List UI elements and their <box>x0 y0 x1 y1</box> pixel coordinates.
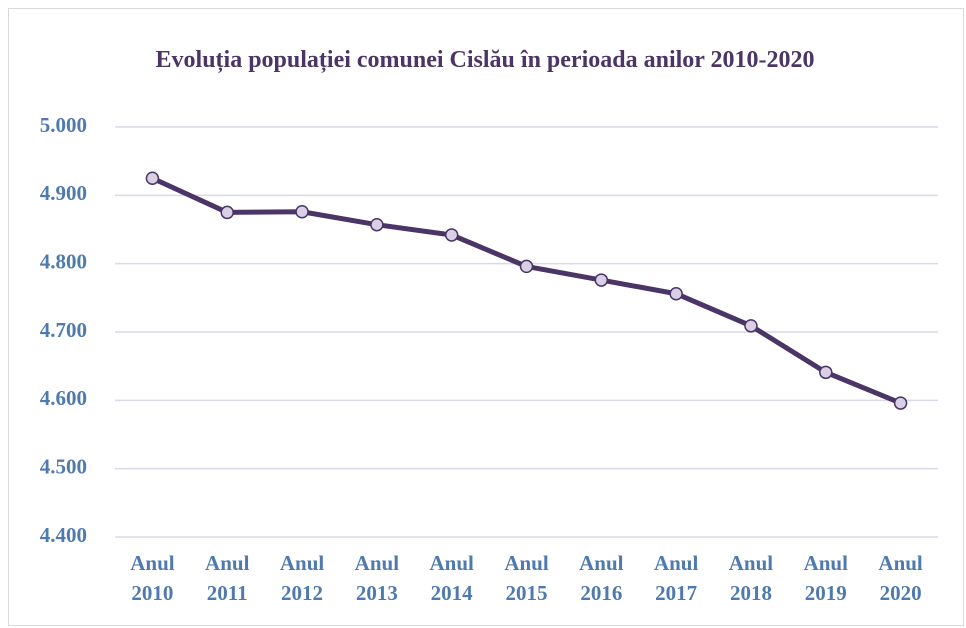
x-tick-label: Anul 2011 <box>205 551 250 605</box>
y-tick-label: 4.900 <box>40 181 87 205</box>
x-tick-label: Anul 2015 <box>504 551 549 605</box>
x-tick-label: Anul 2012 <box>280 551 325 605</box>
data-point <box>370 217 384 232</box>
data-point <box>519 259 534 274</box>
x-tick-label: Anul 2017 <box>654 551 699 605</box>
y-tick-label: 4.800 <box>40 249 87 273</box>
data-point <box>145 171 160 185</box>
x-tick-label: Anul 2018 <box>729 551 774 605</box>
y-tick-label: 4.500 <box>40 454 87 478</box>
data-point <box>444 228 459 242</box>
x-tick-label: Anul 2010 <box>130 551 175 605</box>
series-line <box>151 175 902 406</box>
x-tick-label: Anul 2020 <box>878 551 923 605</box>
data-point <box>893 396 908 410</box>
chart-title: Evoluția populației comunei Cislău în pe… <box>155 47 815 73</box>
data-point <box>295 204 309 219</box>
data-point <box>744 319 758 333</box>
x-tick-label: Anul 2013 <box>355 551 400 605</box>
x-tick-label: Anul 2019 <box>804 551 849 605</box>
y-tick-label: 4.600 <box>40 386 87 410</box>
data-point <box>669 286 683 301</box>
data-point <box>819 365 833 380</box>
x-tick-label: Anul 2016 <box>579 551 624 605</box>
y-tick-label: 4.400 <box>40 523 87 547</box>
y-tick-label: 4.700 <box>40 318 87 342</box>
x-tick-label: Anul 2014 <box>430 551 475 605</box>
data-point <box>220 205 234 220</box>
chart-border <box>8 8 964 626</box>
y-tick-label: 5.000 <box>40 113 87 137</box>
data-point <box>594 273 609 287</box>
